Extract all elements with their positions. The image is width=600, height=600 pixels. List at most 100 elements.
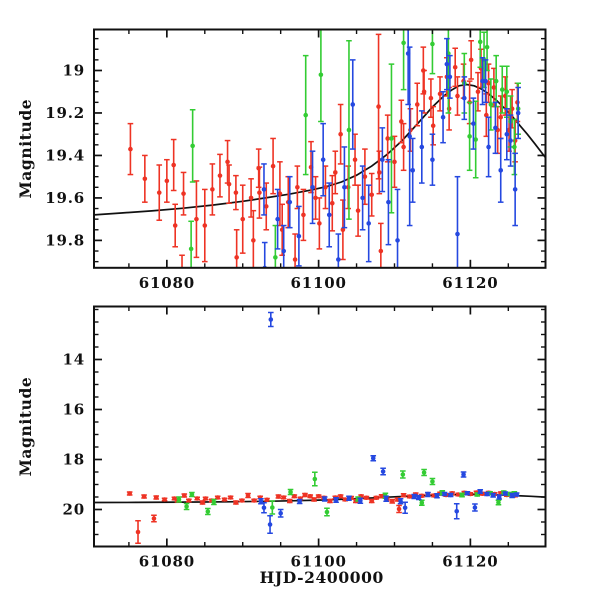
y-tick-label: 19.4 [45, 146, 85, 164]
data-point-blue [508, 138, 513, 143]
data-point-green [488, 102, 494, 107]
data-point-red [385, 136, 390, 141]
data-point-red [245, 493, 251, 498]
data-point-green [477, 39, 483, 45]
y-tick-label: 14 [63, 351, 85, 369]
data-point-red [475, 89, 481, 95]
data-point-blue [261, 187, 267, 192]
data-point-green [176, 497, 182, 502]
data-point-green [270, 505, 275, 510]
y-tick-label: 19.8 [45, 231, 85, 249]
data-point-blue [419, 144, 425, 150]
data-point-blue [342, 185, 347, 190]
series-blue-top [261, 29, 521, 268]
data-point-green [400, 472, 406, 477]
data-point-blue [514, 492, 519, 497]
data-point-green [512, 144, 517, 150]
data-point-red [421, 89, 427, 95]
data-point-green [190, 143, 195, 149]
data-point-red [302, 492, 308, 498]
data-point-red [327, 498, 333, 504]
data-point-red [401, 144, 406, 150]
data-point-red [484, 112, 489, 118]
data-point-green [312, 476, 318, 482]
data-point-blue [322, 496, 327, 502]
data-point-red [338, 131, 343, 137]
data-point-blue [504, 131, 510, 137]
data-point-red [156, 190, 162, 195]
data-point-red [428, 95, 434, 101]
data-point-green [288, 489, 293, 495]
data-point-red [202, 223, 208, 228]
data-point-blue [370, 455, 376, 461]
data-point-blue [512, 187, 518, 192]
data-point-blue [287, 199, 293, 205]
data-point-green [467, 134, 472, 139]
data-point-red [323, 185, 328, 190]
data-point-blue [350, 102, 356, 107]
y-tick-label: 16 [63, 401, 85, 419]
data-point-red [181, 191, 186, 196]
data-point-red [264, 497, 270, 503]
data-point-blue [358, 498, 363, 504]
data-point-blue [430, 157, 435, 162]
x-tick-label: 61120 [442, 553, 498, 571]
data-point-red [399, 119, 404, 124]
data-point-blue [383, 496, 389, 502]
data-point-blue [386, 199, 391, 205]
data-point-green [211, 499, 217, 505]
data-point-blue [461, 472, 466, 477]
data-point-red [194, 216, 199, 222]
data-point-red [401, 492, 406, 498]
data-point-blue [444, 61, 450, 67]
data-point-red [313, 195, 318, 201]
data-point-blue [281, 248, 287, 254]
data-point-red [142, 176, 148, 182]
panel-frame-top [93, 28, 547, 269]
y-axis-label-bottom: Magnitude [16, 377, 35, 477]
data-point-red [276, 494, 281, 499]
data-point-blue [297, 499, 302, 504]
data-point-blue [398, 498, 403, 504]
y-tick-label: 18 [63, 451, 85, 469]
data-point-blue [380, 469, 386, 474]
data-point-green [205, 509, 211, 514]
data-point-blue [493, 125, 498, 131]
x-tick-label: 61100 [291, 274, 347, 292]
data-point-red [430, 123, 436, 129]
data-point-red [355, 208, 361, 213]
data-point-green [318, 72, 324, 78]
x-axis-label: HJD-2400000 [260, 568, 384, 587]
top-data-layer [94, 29, 546, 268]
data-point-blue [454, 508, 460, 514]
data-point-red [378, 248, 384, 254]
data-point-red [240, 216, 246, 222]
data-point-red [239, 498, 245, 503]
series-blue-bottom [258, 311, 520, 534]
data-point-green [499, 87, 505, 92]
data-point-red [333, 170, 338, 175]
data-point-red [369, 498, 375, 504]
data-point-blue [275, 216, 280, 222]
data-point-red [317, 221, 322, 226]
data-point-blue [434, 493, 440, 499]
data-point-red [248, 195, 254, 201]
data-point-red [164, 178, 170, 184]
data-point-red [373, 495, 379, 501]
data-point-red [226, 181, 232, 187]
bottom-panel: 61080 61100 61120 14 16 18 20 Magnitude HJD-2400… [16, 305, 547, 587]
data-point-red [468, 57, 474, 63]
data-point-blue [455, 231, 460, 237]
series-red-bottom [126, 490, 518, 544]
data-point-red [141, 494, 147, 499]
data-point-red [376, 104, 381, 109]
data-point-green [430, 479, 435, 484]
data-point-blue [333, 497, 339, 503]
data-point-blue [448, 492, 453, 498]
data-point-red [128, 146, 133, 152]
data-point-red [225, 159, 230, 165]
data-point-red [251, 498, 257, 503]
data-point-green [484, 44, 490, 50]
data-point-red [200, 500, 205, 505]
data-point-green [324, 509, 330, 515]
